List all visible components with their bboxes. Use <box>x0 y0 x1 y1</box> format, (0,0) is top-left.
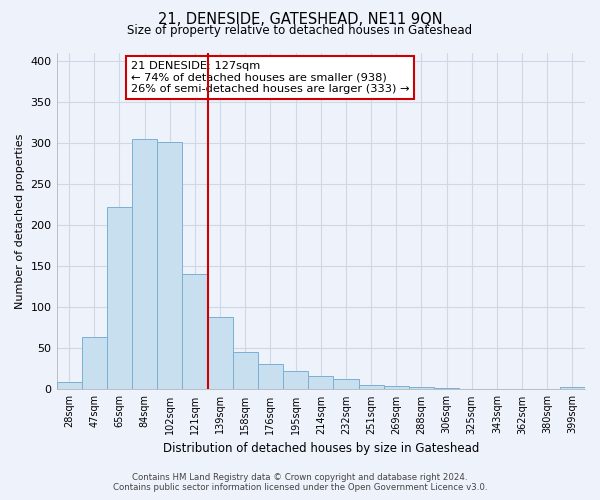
Bar <box>484 388 509 390</box>
Bar <box>334 378 359 390</box>
Text: 21 DENESIDE: 127sqm
← 74% of detached houses are smaller (938)
26% of semi-detac: 21 DENESIDE: 127sqm ← 74% of detached ho… <box>131 61 409 94</box>
Bar <box>560 387 585 390</box>
Bar <box>82 337 107 390</box>
Text: Contains HM Land Registry data © Crown copyright and database right 2024.
Contai: Contains HM Land Registry data © Crown c… <box>113 473 487 492</box>
Bar <box>132 139 157 390</box>
Bar <box>308 376 334 390</box>
Bar <box>56 382 82 390</box>
Bar <box>383 386 409 390</box>
Bar <box>107 207 132 390</box>
Bar <box>459 388 484 390</box>
Bar <box>409 387 434 390</box>
X-axis label: Distribution of detached houses by size in Gateshead: Distribution of detached houses by size … <box>163 442 479 455</box>
Bar <box>535 388 560 390</box>
Bar <box>434 388 459 390</box>
Bar <box>233 352 258 390</box>
Bar <box>208 317 233 390</box>
Bar <box>182 274 208 390</box>
Text: 21, DENESIDE, GATESHEAD, NE11 9QN: 21, DENESIDE, GATESHEAD, NE11 9QN <box>158 12 442 28</box>
Bar <box>359 386 383 390</box>
Bar <box>258 364 283 390</box>
Y-axis label: Number of detached properties: Number of detached properties <box>15 134 25 308</box>
Bar <box>509 388 535 390</box>
Text: Size of property relative to detached houses in Gateshead: Size of property relative to detached ho… <box>127 24 473 37</box>
Bar <box>157 142 182 390</box>
Bar <box>283 370 308 390</box>
